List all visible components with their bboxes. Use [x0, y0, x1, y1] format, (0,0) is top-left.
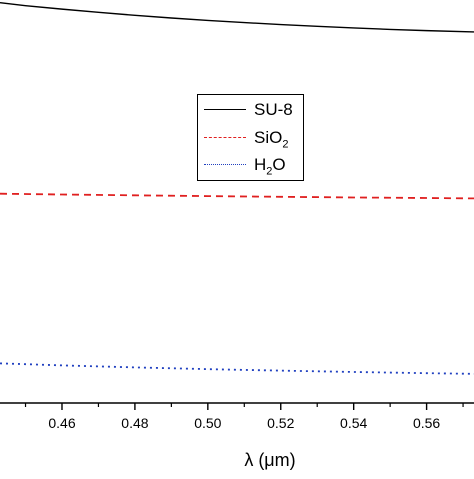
series-line-su8 — [0, 1, 474, 33]
series-layer — [0, 1, 474, 375]
x-tick-label: 0.56 — [413, 415, 440, 431]
x-axis: 0.460.480.500.520.540.560.5 — [0, 402, 474, 431]
legend-item-su8: SU-8 — [198, 97, 303, 123]
series-line-h2o — [0, 362, 474, 375]
legend-swatch-su8 — [204, 109, 246, 110]
x-tick-label: 0.52 — [267, 415, 294, 431]
legend-swatch-sio2 — [204, 137, 246, 138]
x-tick-label: 0.50 — [194, 415, 221, 431]
legend-label-sio2: SiO2 — [254, 128, 289, 151]
legend-label-h2o: H2O — [254, 155, 286, 178]
x-tick-label: 0.48 — [121, 415, 148, 431]
legend-item-sio2: SiO2 — [198, 125, 303, 151]
x-axis-label: λ (μm) — [244, 450, 295, 470]
legend: SU-8 SiO2 H2O — [197, 94, 304, 181]
legend-label-su8: SU-8 — [254, 100, 293, 119]
x-tick-label: 0.46 — [48, 415, 75, 431]
x-tick-label: 0.54 — [340, 415, 367, 431]
series-line-sio2 — [0, 192, 474, 200]
legend-swatch-h2o — [204, 164, 246, 165]
legend-item-h2o: H2O — [198, 152, 303, 178]
